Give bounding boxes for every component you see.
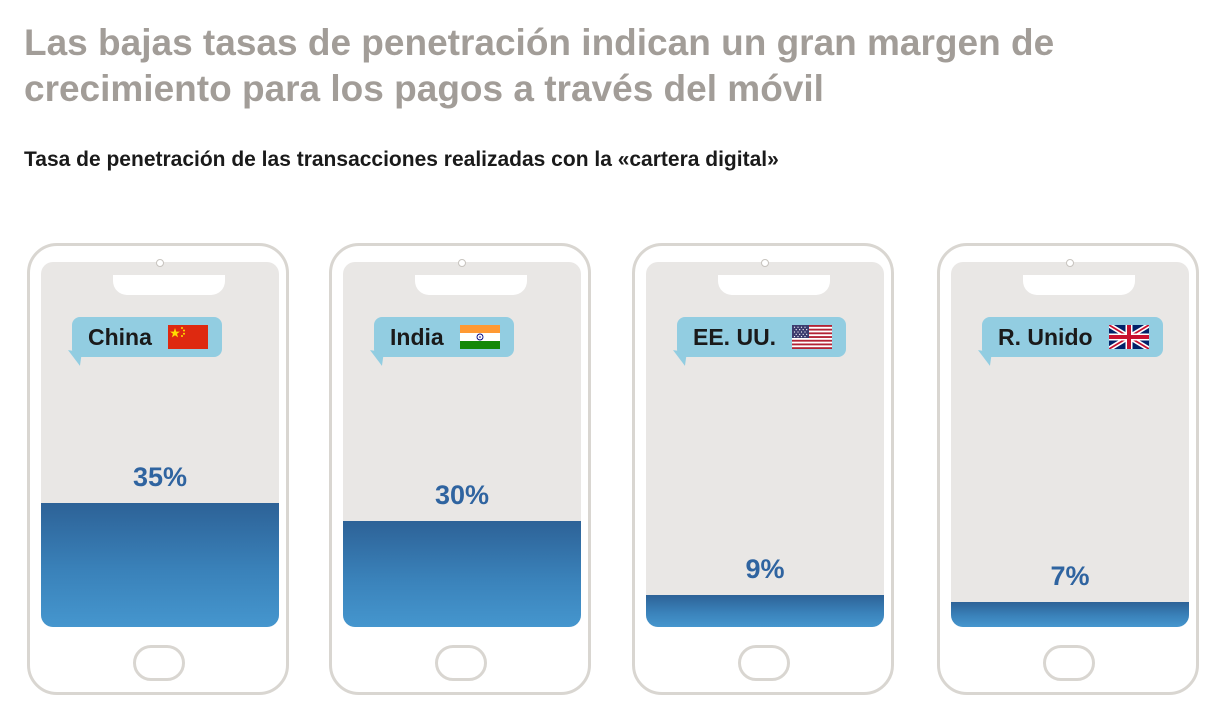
bar-uk xyxy=(951,602,1189,627)
phone-screen: 30% India xyxy=(343,262,581,627)
value-label-china: 35% xyxy=(132,461,188,492)
chart-title: Las bajas tasas de penetración indican u… xyxy=(24,22,1055,109)
bubble-tail xyxy=(671,350,687,366)
phone-notch xyxy=(718,275,830,295)
india-flag-icon xyxy=(459,325,500,349)
country-bubble-china: China xyxy=(66,317,222,366)
uk-flag-icon xyxy=(1108,325,1149,349)
camera-icon xyxy=(761,259,769,267)
phone-india: 30% India xyxy=(329,243,591,695)
category-label-india: India xyxy=(390,323,444,350)
home-button-icon xyxy=(738,645,790,681)
bar-usa xyxy=(646,595,884,627)
country-bubble-uk: R. Unido xyxy=(976,317,1163,366)
phone-notch xyxy=(1023,275,1135,295)
category-label-usa: EE. UU. xyxy=(693,323,777,350)
phone-notch xyxy=(415,275,527,295)
phone-china: 35% China xyxy=(27,243,289,695)
chart-subtitle: Tasa de penetración de las transacciones… xyxy=(24,148,779,171)
bubble-tail xyxy=(976,350,992,366)
camera-icon xyxy=(458,259,466,267)
phone-screen: 9% EE. UU. xyxy=(646,262,884,627)
bubble-tail xyxy=(66,350,82,366)
usa-flag-icon xyxy=(792,325,833,349)
value-label-india: 30% xyxy=(434,479,490,510)
phone-notch xyxy=(113,275,225,295)
country-bubble-india: India xyxy=(368,317,514,366)
phone-screen: 35% China xyxy=(41,262,279,627)
category-label-china: China xyxy=(88,323,152,350)
home-button-icon xyxy=(133,645,185,681)
phone-screen: 7% R. Unido xyxy=(951,262,1189,627)
china-flag-icon xyxy=(167,325,208,349)
category-label-uk: R. Unido xyxy=(998,323,1093,350)
home-button-icon xyxy=(435,645,487,681)
bar-india xyxy=(343,520,581,627)
value-label-uk: 7% xyxy=(1050,561,1090,592)
bar-china xyxy=(41,502,279,627)
camera-icon xyxy=(1066,259,1074,267)
country-bubble-usa: EE. UU. xyxy=(671,317,847,366)
home-button-icon xyxy=(1043,645,1095,681)
value-label-usa: 9% xyxy=(745,554,785,585)
phone-uk: 7% R. Unido xyxy=(937,243,1199,695)
bubble-tail xyxy=(368,350,384,366)
phone-usa: 9% EE. UU. xyxy=(632,243,894,695)
camera-icon xyxy=(156,259,164,267)
